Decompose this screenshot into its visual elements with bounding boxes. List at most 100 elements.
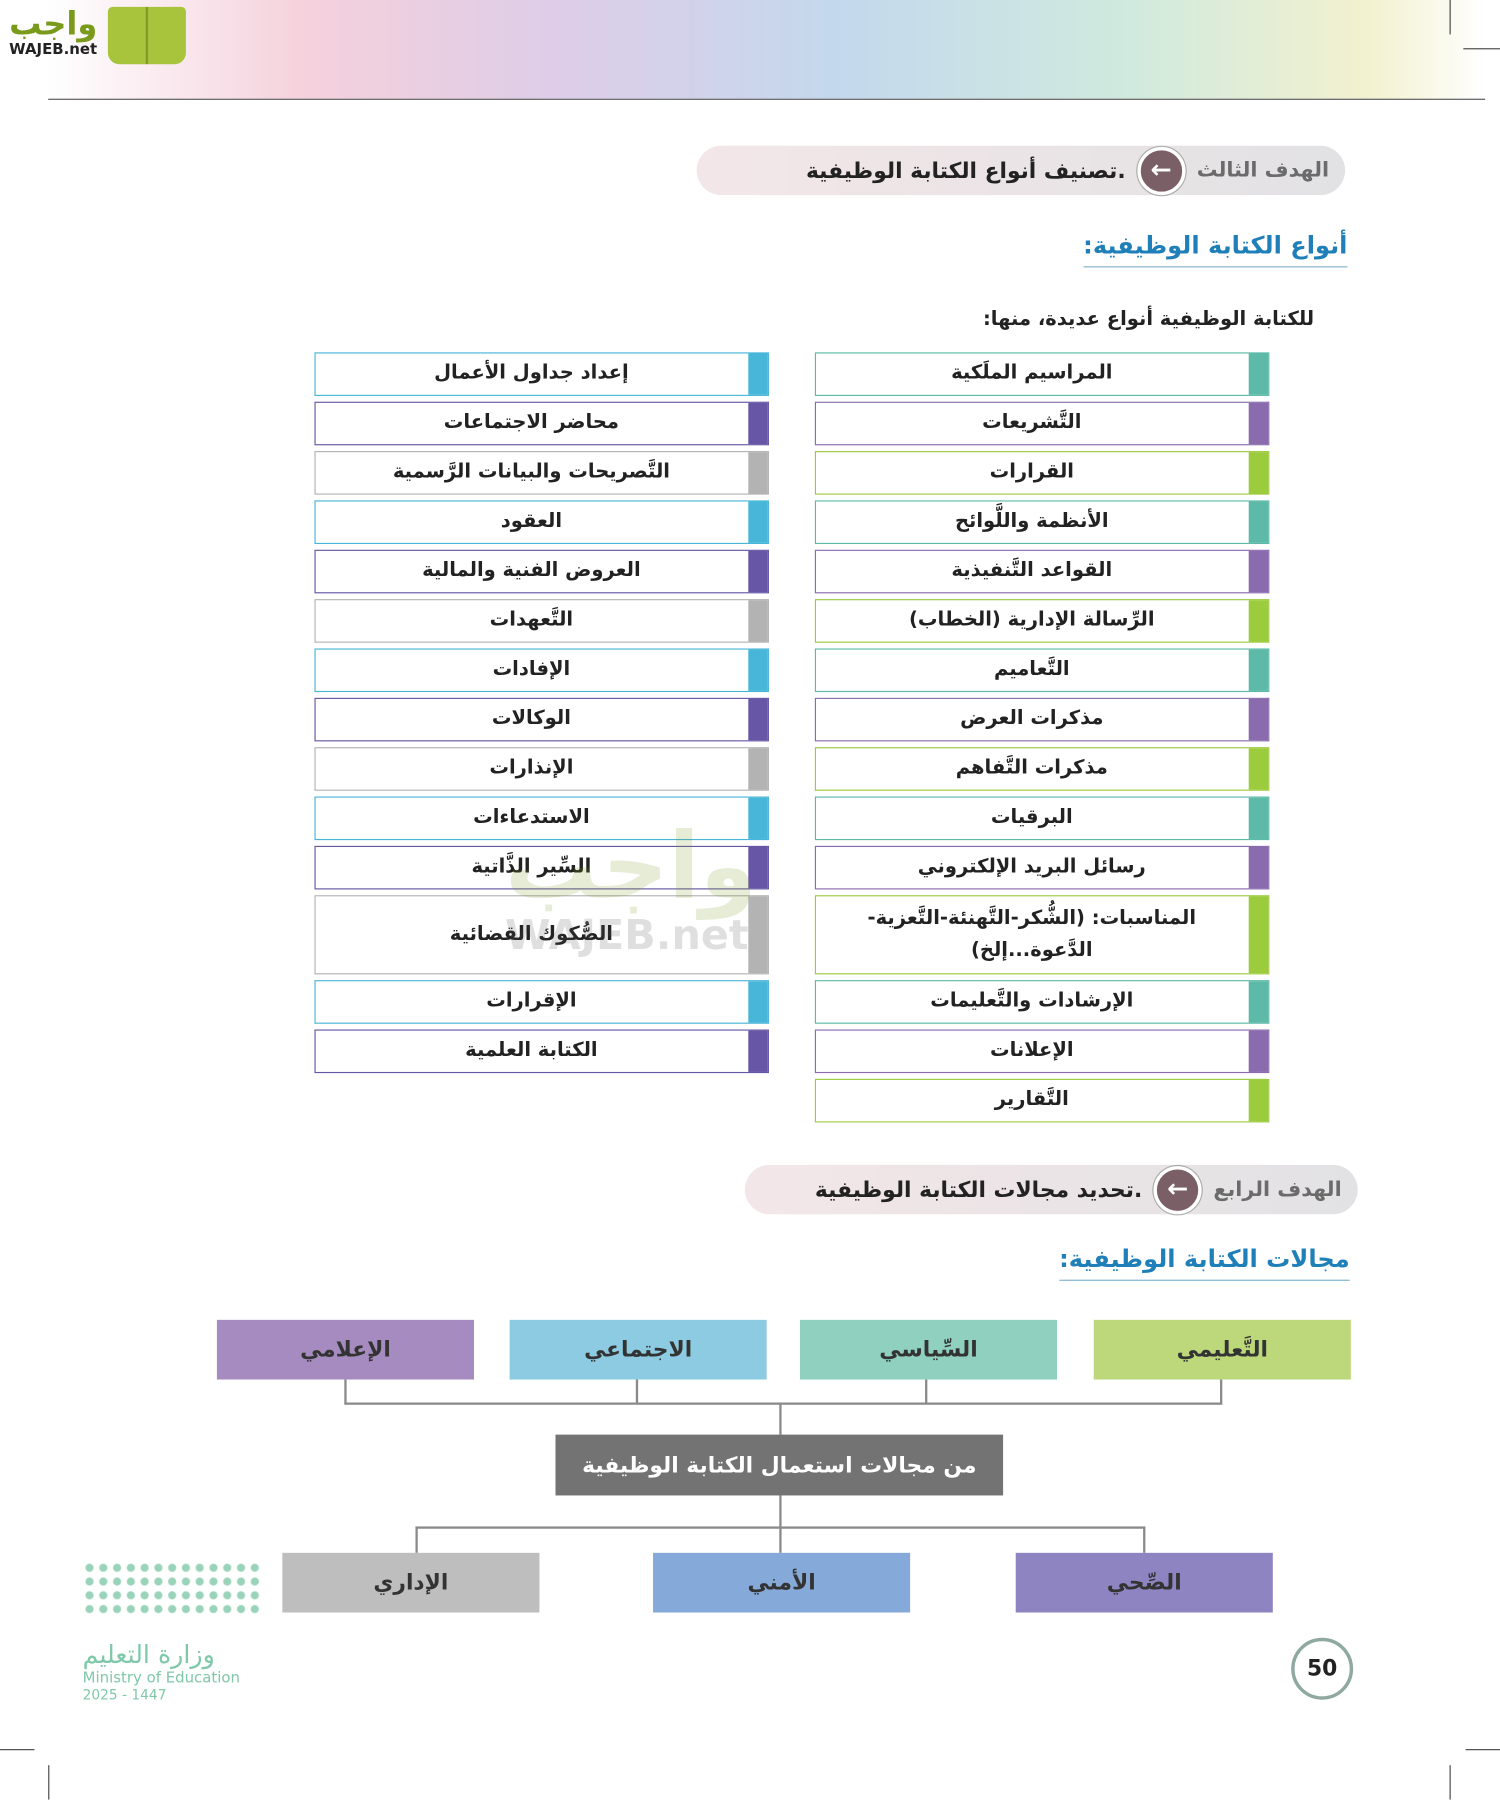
- connector-line: [779, 1495, 782, 1553]
- field-box: السِّياسي: [799, 1319, 1058, 1380]
- writing-type-item: التَّعاميم: [814, 648, 1270, 693]
- color-bar: [748, 748, 768, 790]
- color-bar: [748, 896, 768, 974]
- writing-type-item: التَّصريحات والبيانات الرَّسمية: [314, 451, 769, 495]
- crop-mark: [1449, 0, 1451, 35]
- item-label: الإرشادات والتَّعليمات: [930, 989, 1134, 1013]
- ministry-name-en: Ministry of Education: [82, 1669, 240, 1688]
- intro-text: للكتابة الوظيفية أنواع عديدة، منها:: [982, 307, 1315, 331]
- goal-text: تصنيف أنواع الكتابة الوظيفية.: [805, 157, 1126, 184]
- writing-type-item: الإنذارات: [314, 747, 769, 791]
- writing-type-item: الإقرارات: [314, 980, 769, 1024]
- dots-emblem-icon: [82, 1560, 264, 1619]
- color-bar: [748, 649, 768, 691]
- writing-type-item: الاستدعاءات: [314, 796, 769, 841]
- color-bar: [748, 402, 768, 445]
- color-bar: [748, 600, 768, 642]
- item-label: القرارات: [989, 460, 1074, 484]
- writing-type-item: الكتابة العلمية: [314, 1029, 769, 1074]
- connector-line: [415, 1526, 418, 1553]
- field-box: الصِّحي: [1015, 1552, 1273, 1613]
- item-label: الكتابة العلمية: [465, 1039, 598, 1063]
- field-box: الإداري: [282, 1552, 540, 1613]
- color-bar: [1248, 748, 1269, 790]
- wajeb-logo: واجب WAJEB.net: [9, 6, 98, 59]
- writing-type-item: محاضر الاجتماعات: [314, 401, 769, 446]
- goal-3-banner: الهدف الثالث ← تصنيف أنواع الكتابة الوظي…: [696, 145, 1346, 196]
- item-label: القواعد التَّنفيذية: [951, 559, 1113, 583]
- color-bar: [748, 981, 768, 1023]
- writing-type-item: الوكالات: [314, 697, 769, 742]
- item-label: إعداد جداول الأعمال: [434, 361, 629, 385]
- item-label: العقود: [500, 510, 563, 533]
- item-label: الإنذارات: [489, 756, 574, 780]
- item-label: التَّشريعات: [982, 411, 1082, 435]
- connector-line: [635, 1379, 639, 1404]
- field-box: الإعلامي: [216, 1319, 475, 1380]
- writing-type-item: العقود: [314, 500, 769, 545]
- item-label: المناسبات: (الشُّكر-التَّهنئة-التَّعزية-…: [867, 907, 1197, 962]
- logo-text-en: WAJEB.net: [9, 41, 98, 59]
- header-divider: [48, 98, 1486, 100]
- goal-text: تحديد مجالات الكتابة الوظيفية.: [814, 1176, 1143, 1203]
- ministry-name-ar: وزارة التعليم: [82, 1641, 215, 1670]
- writing-type-item: المراسيم الملَكية: [814, 352, 1270, 396]
- color-bar: [748, 452, 768, 494]
- color-bar: [748, 353, 768, 395]
- field-box: الاجتماعي: [509, 1319, 767, 1380]
- connector-line: [415, 1526, 1146, 1529]
- writing-type-item: الأنظمة واللَّوائح: [814, 500, 1270, 545]
- item-label: الصُّكوك القضائية: [449, 922, 613, 946]
- color-bar: [1248, 797, 1269, 839]
- field-box: التَّعليمي: [1093, 1319, 1351, 1380]
- item-label: التَّقارير: [994, 1088, 1069, 1112]
- diagram-center-box: من مجالات استعمال الكتابة الوظيفية: [555, 1434, 1004, 1496]
- connector-line: [344, 1379, 347, 1404]
- color-bar: [748, 847, 768, 889]
- item-label: الرِّسالة الإدارية (الخطاب): [908, 608, 1155, 632]
- color-bar: [1248, 600, 1269, 642]
- color-bar: [1248, 1079, 1269, 1122]
- item-label: الإعلانات: [989, 1039, 1074, 1063]
- item-label: البرقيات: [990, 806, 1073, 830]
- field-box: الأمني: [653, 1552, 911, 1613]
- writing-type-item: الإعلانات: [814, 1029, 1270, 1074]
- book-icon: [107, 6, 186, 65]
- goal-label: الهدف الرابع: [1213, 1177, 1342, 1202]
- color-bar: [1248, 698, 1269, 741]
- color-bar: [748, 1030, 768, 1072]
- item-label: رسائل البريد الإلكتروني: [917, 855, 1146, 879]
- crop-mark: [48, 1765, 50, 1800]
- color-bar: [1248, 1030, 1269, 1072]
- writing-type-item: رسائل البريد الإلكتروني: [814, 845, 1270, 890]
- item-label: الإقرارات: [486, 989, 577, 1013]
- color-bar: [1248, 353, 1269, 395]
- watermark: واجب WAJEB.net: [504, 812, 757, 960]
- color-bar: [1248, 452, 1269, 494]
- color-bar: [748, 501, 768, 543]
- color-bar: [1248, 981, 1269, 1023]
- writing-type-item: القرارات: [814, 451, 1270, 495]
- arrow-left-icon: ←: [1153, 1165, 1202, 1214]
- color-bar: [748, 797, 768, 839]
- writing-type-item: التَّشريعات: [814, 401, 1270, 446]
- item-label: الأنظمة واللَّوائح: [954, 510, 1109, 533]
- writing-type-item: القواعد التَّنفيذية: [814, 549, 1270, 594]
- color-bar: [748, 698, 768, 741]
- writing-type-item: التَّعهدات: [314, 599, 769, 643]
- section-title: أنواع الكتابة الوظيفية:: [1083, 232, 1348, 268]
- item-label: التَّصريحات والبيانات الرَّسمية: [392, 460, 670, 484]
- crop-mark: [1449, 1765, 1451, 1800]
- color-bar: [1248, 402, 1269, 445]
- ministry-logo: وزارة التعليم Ministry of Education 2025…: [82, 1560, 264, 1703]
- writing-type-item: التَّقارير: [814, 1078, 1270, 1123]
- header-banner: [48, 0, 1486, 99]
- goal-label: الهدف الثالث: [1196, 158, 1330, 183]
- item-label: الاستدعاءات: [473, 806, 590, 830]
- arrow-left-icon: ←: [1137, 146, 1186, 195]
- writing-type-item: البرقيات: [814, 796, 1270, 841]
- writing-type-item: المناسبات: (الشُّكر-التَّهنئة-التَّعزية-…: [814, 895, 1270, 975]
- writing-type-item: السِّير الذَّاتية: [314, 845, 769, 890]
- connector-line: [1143, 1526, 1146, 1553]
